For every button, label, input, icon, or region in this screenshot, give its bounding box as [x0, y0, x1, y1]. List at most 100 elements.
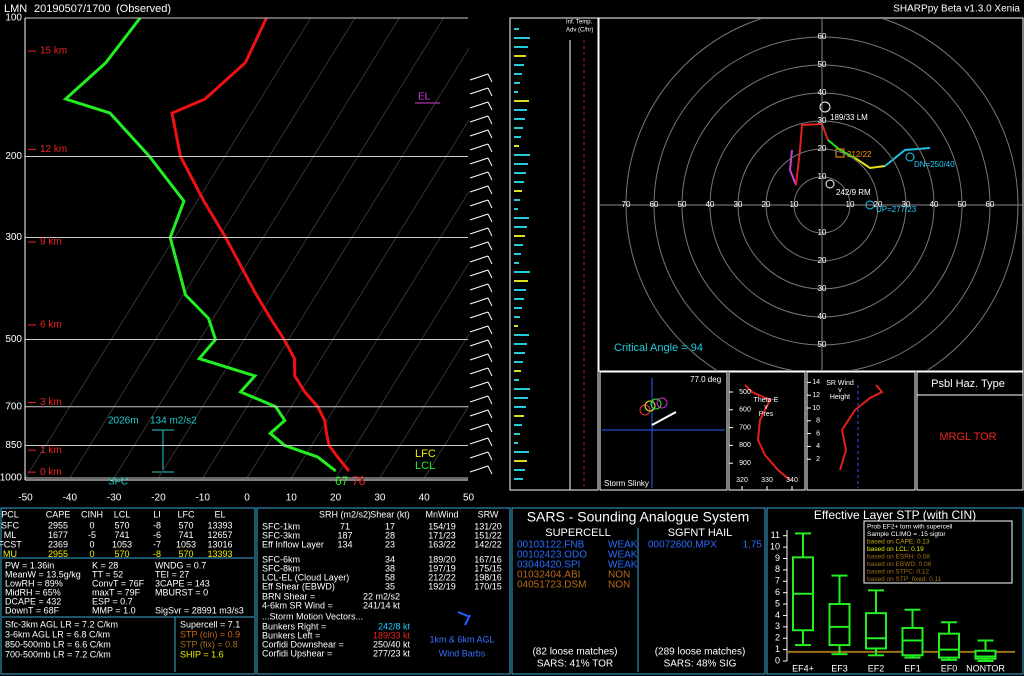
- barb-flag: [487, 269, 493, 279]
- datetime: 20190507/1700: [34, 3, 110, 15]
- barb-staff: [469, 283, 489, 291]
- kin-label: SFC-3km: [262, 530, 300, 540]
- kin-label: SFC-1km: [262, 521, 300, 531]
- thermo-header: CAPE: [46, 509, 71, 519]
- hodo-trace: [795, 122, 829, 186]
- thermo-cell: 2955: [48, 549, 68, 559]
- adv-bar: [514, 154, 530, 156]
- stp-category: EF3: [831, 663, 848, 673]
- adv-bar: [514, 208, 518, 210]
- adv-bar: [514, 82, 520, 84]
- adv-bar: [514, 325, 518, 327]
- temperature-tick-label: 20: [330, 493, 342, 504]
- thermo-index: PW = 1.36in: [5, 560, 54, 570]
- inset-title: Height: [830, 394, 850, 401]
- adv-bar: [514, 91, 518, 93]
- barb-flag: [487, 171, 493, 181]
- barb-staff: [469, 395, 489, 403]
- hodo-ring-label: 40: [930, 200, 939, 209]
- hazard-title: Psbl Haz. Type: [931, 378, 1005, 390]
- stp-tick-label: 10: [770, 541, 780, 551]
- barb-staff: [469, 241, 489, 249]
- hodo-ring: [765, 148, 879, 262]
- stp-box: [901, 626, 924, 657]
- adv-bar: [514, 280, 528, 282]
- thermo-index: K = 28: [92, 560, 118, 570]
- kin-label: Corfidi Upshear =: [262, 648, 332, 658]
- height-label: 3 km: [40, 397, 62, 408]
- adv-bar: [514, 253, 521, 255]
- stp-legend-entry: Sample CLIMO = .15 sigtor: [867, 531, 946, 538]
- hodo-ring-label: 70: [622, 200, 631, 209]
- stp-tick-label: 6: [775, 587, 780, 597]
- hodo-ring-label: 20: [874, 200, 883, 209]
- adv-bar: [514, 397, 528, 399]
- hodo-ring-label: 10: [790, 200, 799, 209]
- hodo-ring-label: 50: [818, 340, 827, 349]
- thermo-cell: -7: [153, 539, 161, 549]
- kin-header: SRW: [478, 509, 499, 519]
- hodo-ring-label: 50: [818, 60, 827, 69]
- hodo-trace: [788, 149, 797, 186]
- adv-bar: [514, 118, 525, 120]
- temperature-tick-label: -20: [151, 493, 166, 504]
- hodo-ring-label: 30: [818, 116, 827, 125]
- isotherm: [113, 18, 400, 479]
- thermo-cell: -5: [88, 530, 96, 540]
- temperature-tick-label: 0: [244, 493, 250, 504]
- kin-header: Shear (kt): [370, 509, 410, 519]
- adv-bar: [514, 64, 524, 66]
- status: (Observed): [116, 3, 171, 15]
- stp-legend-entry: based on CAPE: 0.13: [867, 539, 930, 546]
- adv-bar: [514, 199, 520, 201]
- adv-bar: [514, 136, 521, 138]
- adv-bar: [514, 190, 522, 192]
- inset-tick-label: 6: [816, 430, 820, 437]
- adv-bar: [514, 307, 522, 309]
- sars-matches: (289 loose matches): [655, 647, 746, 658]
- thermo-index: SigSvr = 28991 m3/s3: [155, 605, 244, 615]
- slinky-ring: [656, 397, 668, 409]
- adv-bar: [514, 163, 528, 165]
- adv-bar: [514, 469, 525, 471]
- kin-cell: 23: [385, 539, 395, 549]
- sars-title: SARS - Sounding Analogue System: [527, 509, 750, 525]
- thermo-index: DCAPE = 432: [5, 596, 61, 606]
- stp-title: Effective Layer STP (with CIN): [814, 508, 976, 522]
- srwind-frame: [806, 371, 916, 491]
- thermo-cell: -8: [153, 520, 161, 530]
- lapse-rate: Sfc-3km AGL LR = 7.2 C/km: [5, 619, 118, 629]
- lapse-rate: 850-500mb LR = 6.6 C/km: [5, 639, 111, 649]
- hodo-ring-label: 10: [818, 228, 827, 237]
- height-label: 12 km: [40, 144, 67, 155]
- adv-bar: [514, 226, 527, 228]
- barb-title: 1km & 6km AGL: [429, 634, 494, 644]
- inset-tick-label: 2: [816, 456, 820, 463]
- lcl-label: LCL: [415, 460, 435, 472]
- adv-bar: [514, 73, 522, 75]
- barb-staff: [469, 325, 489, 333]
- kin-cell: 167/16: [474, 554, 502, 564]
- thermo-cell: 2955: [48, 520, 68, 530]
- thermo-cell: 570: [178, 549, 193, 559]
- barb-flag: [487, 465, 493, 475]
- hodo-annotation: 212/22: [847, 150, 872, 159]
- pressure-tick-label: 300: [5, 232, 22, 243]
- adv-bar: [514, 388, 530, 390]
- thermo-index: MMP = 1.0: [92, 605, 136, 615]
- hodo-ring-label: 20: [818, 144, 827, 153]
- thermo-cell: 13393: [207, 520, 232, 530]
- thermo-header: PCL: [1, 509, 19, 519]
- adv-bar: [514, 424, 522, 426]
- barb-flag: [487, 437, 493, 447]
- slinky-ring: [650, 398, 662, 410]
- thermo-header: EL: [214, 509, 225, 519]
- thermo-cell: FCST: [0, 539, 22, 549]
- adv-bar: [514, 379, 519, 381]
- adv-bar: [514, 406, 526, 408]
- inset-tick-label: 900: [739, 460, 751, 467]
- inflow-srh: 134 m2/s2: [150, 416, 197, 427]
- inset-title: Theta-E: [754, 397, 779, 404]
- barb-staff: [469, 437, 489, 445]
- hazard-type: MRGL TOR: [939, 431, 996, 443]
